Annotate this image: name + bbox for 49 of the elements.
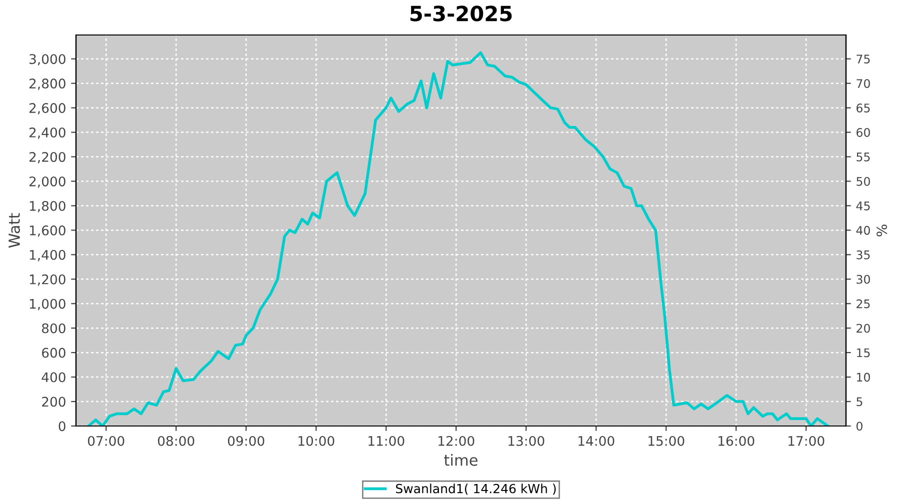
x-tick-label: 10:00 <box>298 436 334 446</box>
y-tick-label: 2,200 <box>29 152 66 164</box>
y2-tick-label: 20 <box>856 324 870 333</box>
x-tick-label: 17:00 <box>788 436 824 446</box>
y2-axis-title: % <box>876 224 888 236</box>
legend-label: Swanland1( 14.246 kWh ) <box>396 484 556 495</box>
y2-tick-label: 50 <box>856 176 870 186</box>
y2-tick-label: 35 <box>856 250 870 260</box>
y2-tick-label: 55 <box>856 152 870 162</box>
y-tick-label: 2,600 <box>29 103 66 114</box>
y-tick-label: 1,800 <box>30 200 66 212</box>
y2-tick-label: 5 <box>856 397 862 406</box>
y2-tick-label: 40 <box>856 226 870 235</box>
y-tick-label: 800 <box>42 323 66 334</box>
y-tick-label: 1,200 <box>30 274 66 286</box>
y-tick-label: 1,000 <box>30 298 66 310</box>
x-tick-label: 09:00 <box>228 436 264 446</box>
y2-tick-label: 10 <box>857 372 870 382</box>
y-tick-label: 1,400 <box>30 250 66 262</box>
y-tick-label: 2,000 <box>29 176 66 188</box>
y-tick-label: 400 <box>42 372 66 382</box>
y2-tick-label: 75 <box>856 54 870 64</box>
line-series <box>87 51 830 426</box>
y2-tick-label: 65 <box>856 104 870 112</box>
x-tick-label: 16:00 <box>718 436 754 446</box>
x-tick-label: 12:00 <box>438 436 474 446</box>
y2-tick-label: 0 <box>856 422 862 431</box>
x-tick-label: 07:00 <box>88 436 124 446</box>
y2-tick-label: 45 <box>856 202 870 210</box>
y2-tick-label: 60 <box>856 128 870 137</box>
y-tick-label: 200 <box>42 396 66 407</box>
y2-tick-label: 70 <box>856 79 870 88</box>
y2-tick-label: 25 <box>856 299 870 308</box>
x-tick-label: 08:00 <box>158 436 194 446</box>
y-tick-label: 2,400 <box>29 128 66 139</box>
x-tick-label: 11:00 <box>368 436 404 446</box>
x-tick-label: 14:00 <box>578 436 614 446</box>
y-tick-label: 600 <box>42 348 66 358</box>
y-tick-label: 3,000 <box>30 54 66 66</box>
x-axis-title: time <box>444 454 478 466</box>
y-tick-label: 1,600 <box>30 225 66 237</box>
y-axis-title: Watt <box>8 213 20 248</box>
y2-tick-label: 30 <box>856 274 870 284</box>
x-tick-label: 15:00 <box>648 436 684 446</box>
y2-tick-label: 15 <box>857 348 870 358</box>
y-tick-label: 0 <box>58 421 66 432</box>
chart-title: 5-3-2025 <box>410 6 512 22</box>
y-tick-label: 2,800 <box>29 78 66 90</box>
x-tick-label: 13:00 <box>508 436 544 446</box>
